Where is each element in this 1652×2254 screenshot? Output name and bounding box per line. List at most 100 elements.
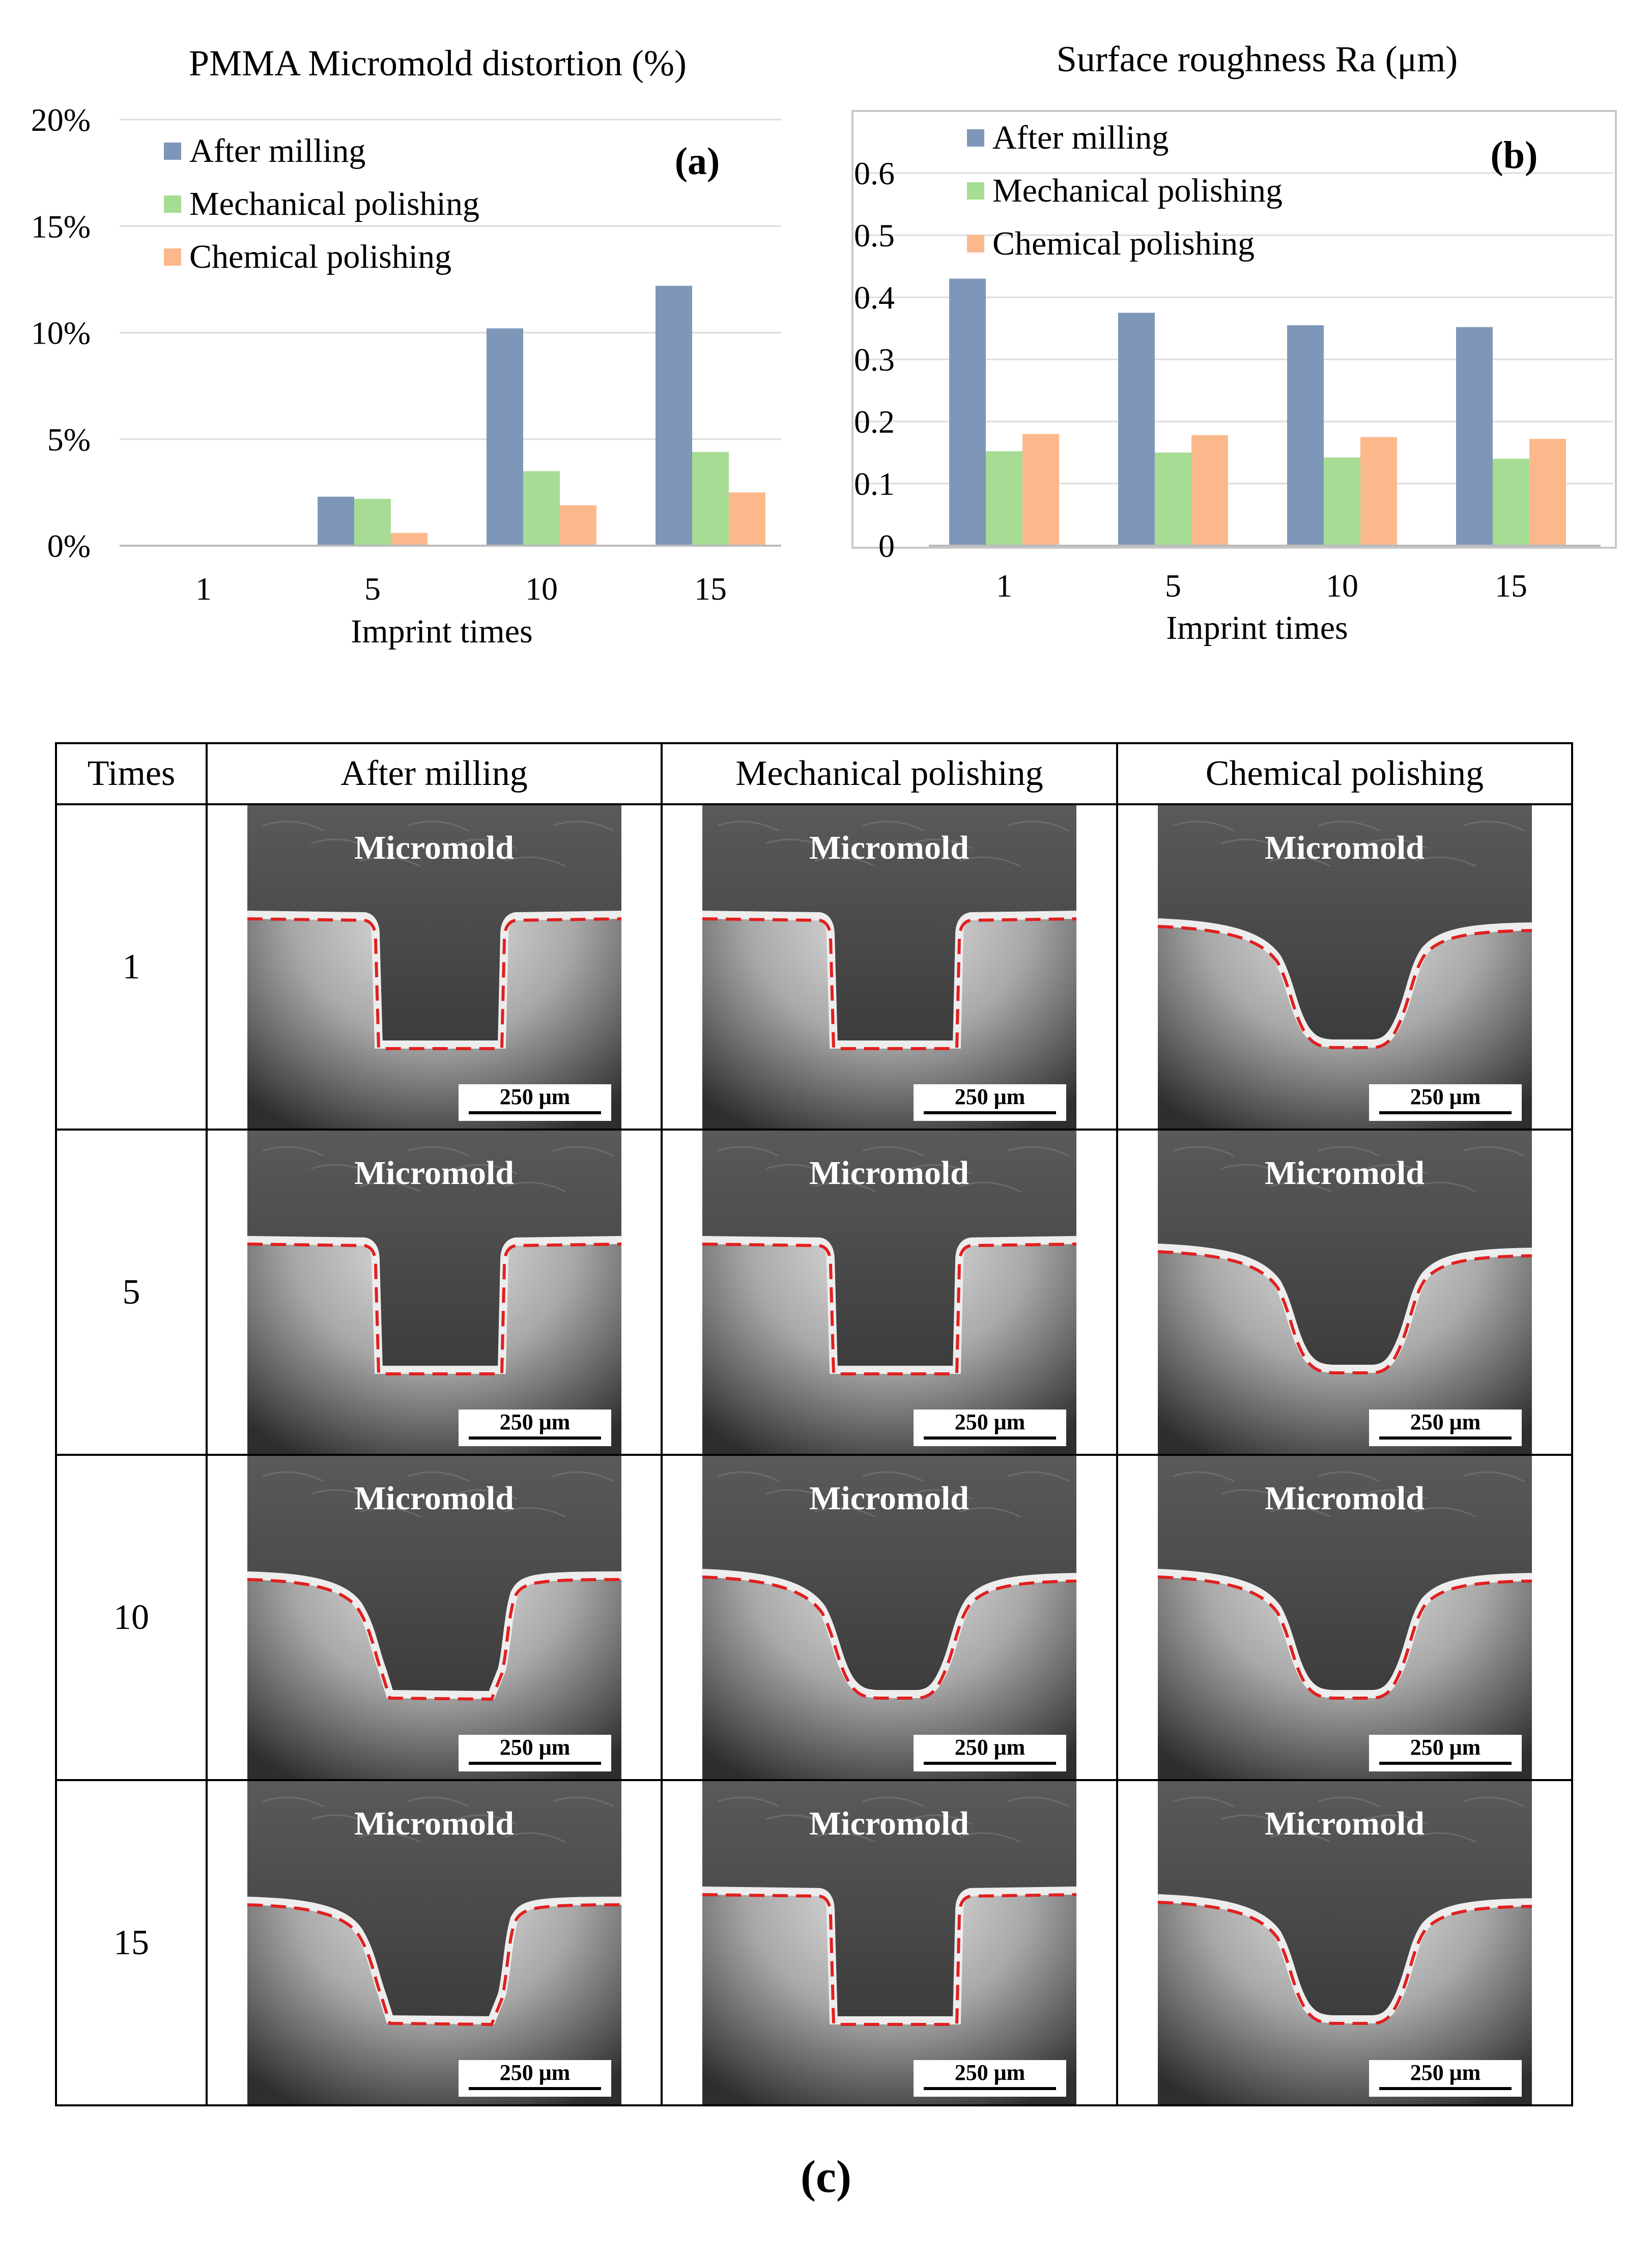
sem-texture-streak [814, 1181, 876, 1193]
scale-bar-box [458, 1410, 611, 1446]
sem-image: Micromold 250 μm [1157, 805, 1532, 1129]
b-bar-mechanical-polishing-5 [1155, 453, 1191, 546]
sem-texture-streak [910, 1164, 973, 1175]
sem-texture-streak [1173, 1471, 1235, 1482]
scale-bar-label: 250 μm [1410, 1084, 1480, 1109]
sem-texture-streak [262, 1796, 324, 1808]
chart-b-title: Surface roughness Ra (μm) [1057, 39, 1458, 79]
header-mechanical-polishing: Mechanical polishing [661, 742, 1118, 805]
micromold-label: Micromold [809, 1805, 969, 1842]
sem-micromold-region [247, 1456, 621, 1695]
scale-bar-box [914, 1084, 1066, 1121]
sem-texture-streak [504, 1181, 566, 1193]
sem-texture-streak [1221, 1814, 1283, 1825]
b-ytick-label: 0.6 [854, 155, 895, 191]
a-bar-mechanical-polishing-15 [692, 452, 729, 546]
sem-texture-streak [262, 821, 324, 832]
table-row: 15 Micromold 250 μm Micromold 250 μm Micromol… [55, 1779, 1573, 2106]
micromold-label: Micromold [354, 1805, 514, 1842]
b-legend-label: Chemical polishing [992, 225, 1255, 262]
sem-micromold-region [247, 805, 621, 1045]
sem-micromold-region [1157, 805, 1532, 1044]
sem-micromold-region [702, 1781, 1076, 2020]
scale-bar-label: 250 μm [499, 1084, 570, 1109]
scale-bar-box [914, 2060, 1066, 2097]
micromold-label: Micromold [1264, 1480, 1424, 1517]
sem-texture-streak [359, 1832, 421, 1843]
sem-texture-streak [1318, 1796, 1380, 1808]
b-legend-label: Mechanical polishing [992, 172, 1283, 209]
sem-image: Micromold 250 μm [1157, 1131, 1532, 1454]
row-times-cell: 10 [55, 1454, 208, 1781]
sem-texture-streak [504, 1507, 566, 1518]
sem-image-cell: Micromold 250 μm [661, 1129, 1118, 1456]
sem-texture-streak [262, 1146, 324, 1157]
sem-micromold-region [1157, 1781, 1532, 2019]
sem-image-cell: Micromold 250 μm [1116, 803, 1573, 1131]
sem-texture-streak [1414, 856, 1476, 867]
scale-bar-label: 250 μm [1410, 1410, 1480, 1434]
sem-texture-streak [455, 1814, 518, 1825]
sem-texture-streak [1463, 1796, 1525, 1808]
b-xtick-label: 10 [1326, 568, 1358, 604]
sem-image-wrap: Micromold 250 μm [663, 1131, 1116, 1454]
red-dashed-outline [702, 1575, 1076, 1700]
sem-texture-streak [910, 1489, 973, 1500]
sem-micromold-region [702, 805, 1076, 1045]
scale-bar-label: 250 μm [499, 1410, 570, 1434]
sem-texture-streak [455, 1489, 518, 1500]
scale-bar-label: 250 μm [499, 2060, 570, 2085]
sem-texture-streak [1463, 1471, 1525, 1482]
sem-texture-streak [765, 1814, 828, 1825]
sem-texture-streak [1221, 1164, 1283, 1175]
sem-texture-streak [862, 1471, 924, 1482]
scale-bar-box [1369, 2060, 1522, 2097]
sem-image-wrap: Micromold 250 μm [208, 1131, 661, 1454]
sem-mold-edge [1157, 1894, 1532, 2023]
sem-texture-streak [1269, 1832, 1331, 1843]
scale-bar-box [914, 1410, 1066, 1446]
row-times-cell: 5 [55, 1129, 208, 1456]
scale-bar-box [914, 1735, 1066, 1771]
sem-image-wrap: Micromold 250 μm [663, 1781, 1116, 2104]
red-dashed-outline [247, 917, 621, 1050]
sem-image-cell: Micromold 250 μm [206, 803, 663, 1131]
sem-texture-streak [1269, 1507, 1331, 1518]
sem-mold-edge [1157, 1244, 1532, 1373]
sem-texture-streak [1269, 1181, 1331, 1193]
sem-image: Micromold 250 μm [702, 1456, 1076, 1779]
sem-image-cell: Micromold 250 μm [206, 1454, 663, 1781]
sem-image: Micromold 250 μm [702, 805, 1076, 1129]
sem-image-cell: Micromold 250 μm [206, 1779, 663, 2106]
sem-image: Micromold 250 μm [1157, 1456, 1532, 1779]
sem-texture-streak [504, 856, 566, 867]
a-xtick-label: 10 [525, 571, 558, 607]
chart-a-title: PMMA Micromold distortion (%) [189, 43, 687, 83]
scale-bar-label: 250 μm [955, 1084, 1026, 1109]
sem-image-wrap: Micromold 250 μm [1118, 1781, 1571, 2104]
a-bar-chemical-polishing-5 [391, 532, 428, 546]
sem-texture-streak [552, 821, 614, 832]
header-times: Times [55, 742, 208, 805]
chart-b-panel-label: (b) [1491, 134, 1538, 177]
chart-b-plot-frame [851, 110, 1617, 549]
a-ytick-label: 5% [47, 421, 91, 458]
scale-bar-box [1369, 1735, 1522, 1771]
a-legend-swatch [164, 248, 181, 266]
sem-texture-streak [552, 1471, 614, 1482]
a-xtick-label: 15 [694, 571, 727, 607]
sem-texture-streak [552, 1796, 614, 1808]
a-bar-after-milling-5 [318, 496, 354, 546]
sem-texture-streak [1318, 1146, 1380, 1157]
a-legend-label: Mechanical polishing [189, 185, 479, 222]
sem-texture-streak [455, 1164, 518, 1175]
sem-texture-streak [1366, 838, 1428, 850]
sem-image: Micromold 250 μm [1157, 1781, 1532, 2104]
sem-micromold-region [1157, 1131, 1532, 1369]
sem-texture-streak [407, 1471, 469, 1482]
sem-texture-streak [1366, 1489, 1428, 1500]
scale-bar-box [1369, 1084, 1522, 1121]
sem-image: Micromold 250 μm [247, 1131, 621, 1454]
b-ytick-label: 0 [878, 528, 895, 564]
micromold-label: Micromold [354, 1480, 514, 1517]
